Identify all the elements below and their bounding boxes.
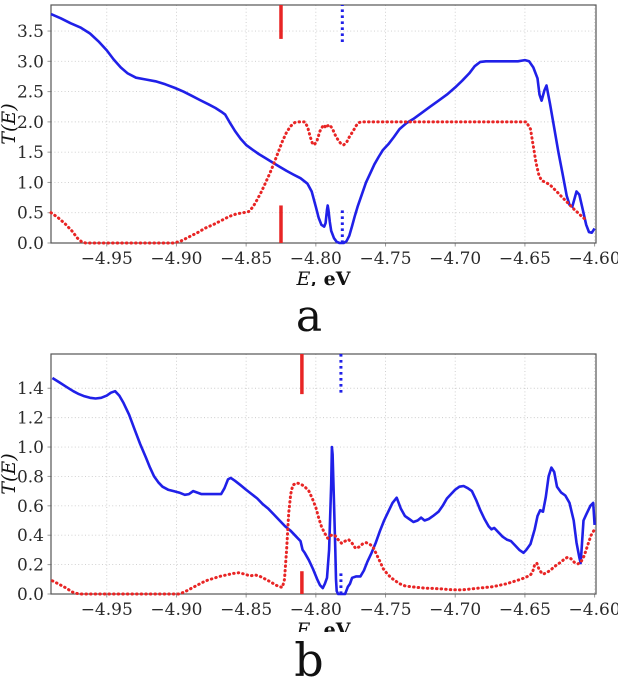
blue-solid-transmission-a <box>50 12 596 245</box>
y-tick-label: 0.2 <box>17 556 44 576</box>
red-dotted-transmission-a <box>49 120 587 245</box>
x-tick-label: −4.65 <box>499 600 551 620</box>
panel-b-chart: −4.95 −4.90 −4.85 −4.80 −4.75 −4.70 −4.65 −4.60… <box>0 353 618 632</box>
y-axis-label: T(E) <box>0 103 20 144</box>
x-axis-label: E, eV <box>296 619 352 632</box>
x-tick-label: −4.95 <box>81 600 133 620</box>
x-tick-label: −4.90 <box>150 600 202 620</box>
y-tick-label: 0.5 <box>17 204 44 224</box>
y-tick-label: 1.0 <box>17 438 44 458</box>
y-tick-label: 2.0 <box>17 113 44 133</box>
y-tick-label: 0.6 <box>17 497 44 517</box>
x-tick-label: −4.70 <box>429 600 481 620</box>
y-tick-label: 1.4 <box>17 379 44 399</box>
y-tick-label: 1.2 <box>17 409 44 429</box>
red-dotted-transmission-b <box>50 481 597 596</box>
x-tick-label: −4.65 <box>499 249 551 269</box>
axis-ticks: −4.95 −4.90 −4.85 −4.80 −4.75 −4.70 −4.65 −4.60… <box>17 379 618 620</box>
y-tick-label: 0.0 <box>17 585 44 605</box>
y-tick-label: 1.0 <box>17 173 44 193</box>
plot-frame <box>50 4 597 244</box>
panel-a-label: a <box>295 290 323 342</box>
y-tick-label: 3.5 <box>17 22 44 42</box>
x-axis-label: E, eV <box>296 268 352 286</box>
y-tick-label: 1.5 <box>17 143 44 163</box>
blue-solid-transmission-b <box>51 376 596 596</box>
y-axis-label: T(E) <box>0 453 20 494</box>
gridlines <box>51 354 596 594</box>
y-tick-label: 0.0 <box>17 234 44 254</box>
x-tick-label: −4.80 <box>290 249 342 269</box>
x-tick-label: −4.70 <box>429 249 481 269</box>
x-tick-label: −4.85 <box>220 600 272 620</box>
plot-frame <box>50 353 597 595</box>
axis-ticks: −4.95 −4.90 −4.85 −4.80 −4.75 −4.70 −4.65 −4.60… <box>17 22 618 269</box>
x-tick-label: −4.75 <box>359 249 411 269</box>
panel-a-chart: −4.95 −4.90 −4.85 −4.80 −4.75 −4.70 −4.65 −4.60… <box>0 4 618 286</box>
y-tick-label: 2.5 <box>17 83 44 103</box>
x-tick-label: −4.85 <box>220 249 272 269</box>
x-tick-label: −4.60 <box>569 249 618 269</box>
y-tick-label: 0.8 <box>17 467 44 487</box>
x-tick-label: −4.80 <box>290 600 342 620</box>
y-tick-label: 0.4 <box>17 526 44 546</box>
panel-b-label: b <box>294 633 324 687</box>
gridlines <box>51 5 596 243</box>
x-tick-label: −4.60 <box>569 600 618 620</box>
x-tick-label: −4.90 <box>150 249 202 269</box>
x-tick-label: −4.75 <box>359 600 411 620</box>
x-tick-label: −4.95 <box>81 249 133 269</box>
y-tick-label: 3.0 <box>17 52 44 72</box>
